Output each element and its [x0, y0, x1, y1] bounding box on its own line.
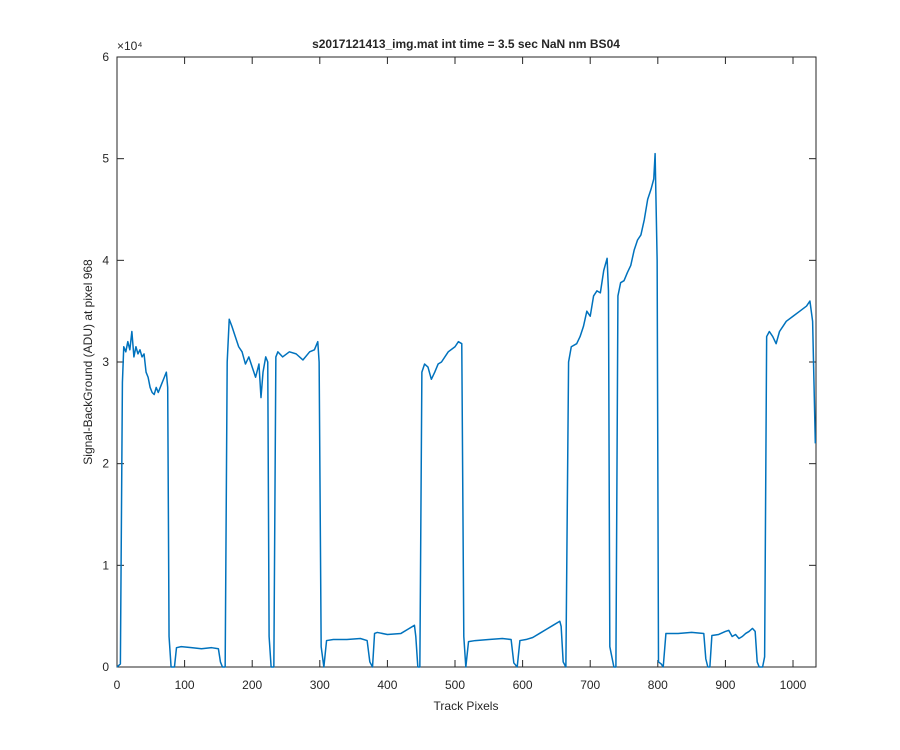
y-exponent: ×10⁴	[117, 39, 143, 53]
x-tick-label: 400	[377, 678, 397, 692]
x-axis-label: Track Pixels	[434, 699, 499, 713]
data-line	[116, 152, 817, 668]
x-tick-label: 600	[513, 678, 533, 692]
y-tick-label: 5	[102, 152, 109, 166]
x-tick-label: 800	[648, 678, 668, 692]
y-tick-label: 2	[102, 457, 109, 471]
chart-title: s2017121413_img.mat int time = 3.5 sec N…	[312, 37, 620, 51]
x-tick-label: 200	[242, 678, 262, 692]
plot-box	[116, 56, 817, 668]
y-tick-label: 4	[102, 253, 109, 267]
y-tick-label: 1	[102, 558, 109, 572]
x-tick-label: 100	[175, 678, 195, 692]
x-tick-label: 300	[310, 678, 330, 692]
x-tick-label: 500	[445, 678, 465, 692]
x-tick-label: 0	[114, 678, 121, 692]
x-tick-label: 1000	[780, 678, 807, 692]
x-tick-label: 900	[715, 678, 735, 692]
y-tick-label: 3	[102, 355, 109, 369]
x-tick-label: 700	[580, 678, 600, 692]
y-axis-label: Signal-BackGround (ADU) at pixel 968	[81, 259, 95, 465]
y-tick-label: 0	[102, 660, 109, 674]
y-tick-label: 6	[102, 50, 109, 64]
